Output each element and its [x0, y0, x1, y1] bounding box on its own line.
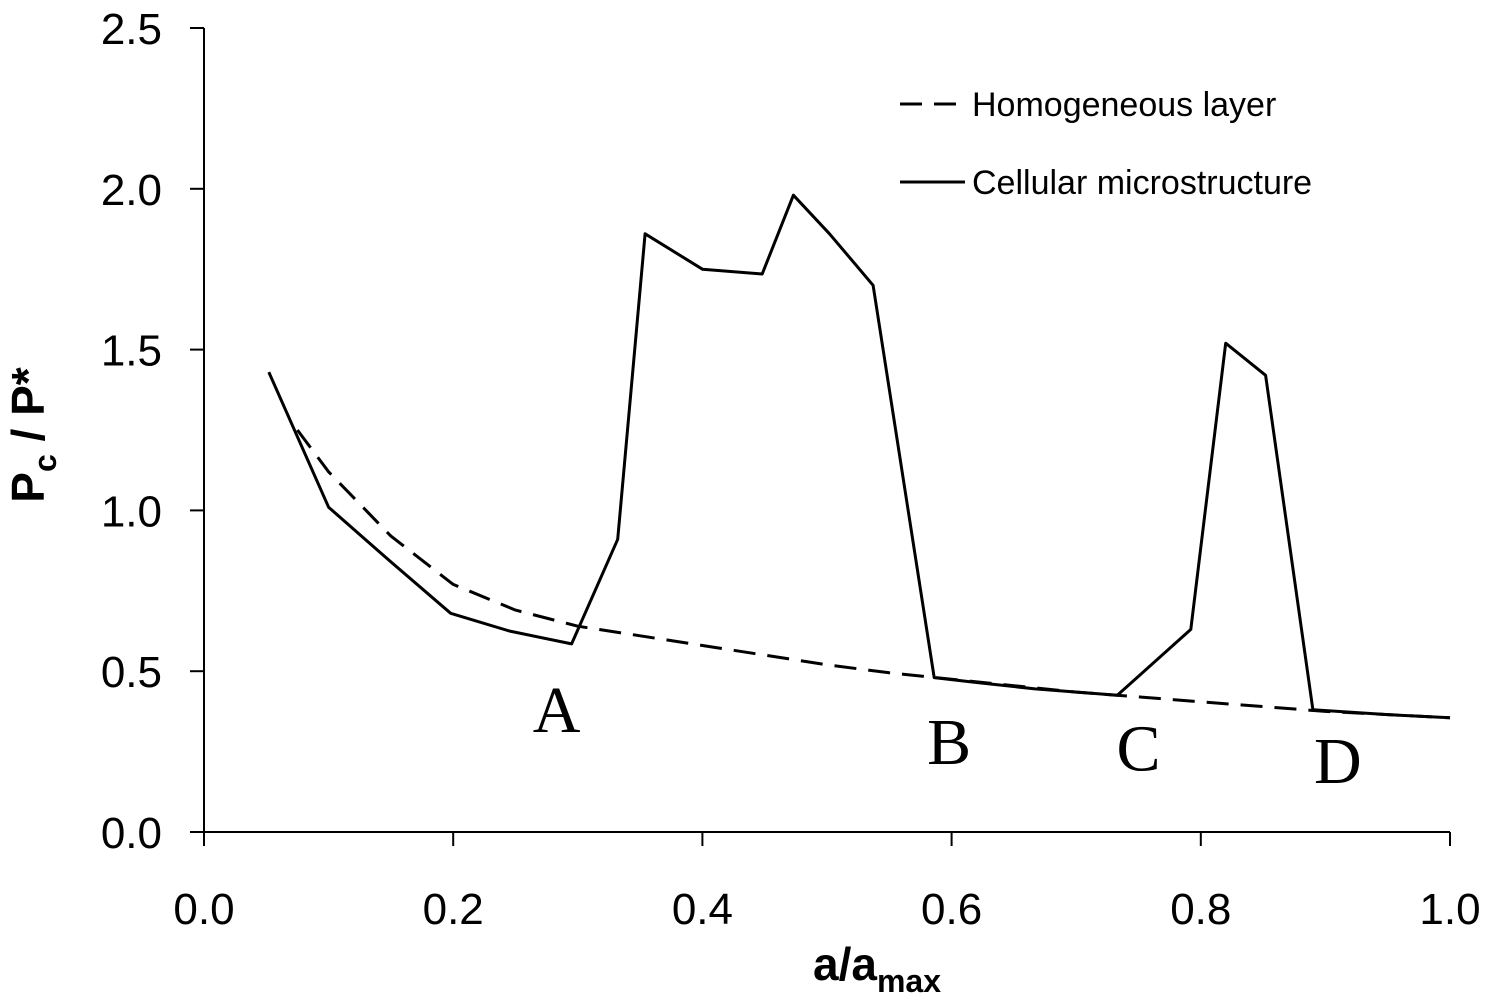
y-tick-label: 1.5 [101, 327, 162, 376]
y-tick-label: 2.0 [101, 166, 162, 215]
series-line-homogeneous-layer [296, 429, 1451, 720]
annotations: A B C D [533, 674, 1362, 798]
annotation-a: A [533, 674, 581, 747]
legend: Homogeneous layer Cellular microstructure [900, 86, 1312, 202]
y-tick-label: 2.5 [101, 5, 162, 54]
annotation-b: B [927, 706, 971, 779]
x-tick-label: 0.4 [672, 885, 733, 934]
y-tick-label: 1.0 [101, 487, 162, 536]
legend-label: Homogeneous layer [972, 86, 1276, 124]
axes [203, 28, 1450, 833]
x-tick-label: 0.2 [423, 885, 484, 934]
series-line-cellular-microstructure [267, 193, 1451, 720]
series-layer [267, 193, 1451, 720]
x-tick-label: 0.0 [173, 885, 234, 934]
y-tick-labels: 0.0 0.5 1.0 1.5 2.0 2.5 [101, 5, 204, 858]
legend-label: Cellular microstructure [972, 164, 1312, 202]
x-tick-label: 1.0 [1419, 885, 1480, 934]
y-tick-label: 0.0 [101, 809, 162, 858]
annotation-d: D [1314, 725, 1362, 798]
annotation-c: C [1116, 712, 1160, 785]
x-tick-labels: 0.0 0.2 0.4 0.6 0.8 1.0 [173, 832, 1481, 934]
x-axis-title: a/amax [813, 938, 941, 999]
x-tick-label: 0.6 [921, 885, 982, 934]
y-axis-title: Pc / P* [2, 367, 63, 503]
x-tick-label: 0.8 [1170, 885, 1231, 934]
y-tick-label: 0.5 [101, 648, 162, 697]
